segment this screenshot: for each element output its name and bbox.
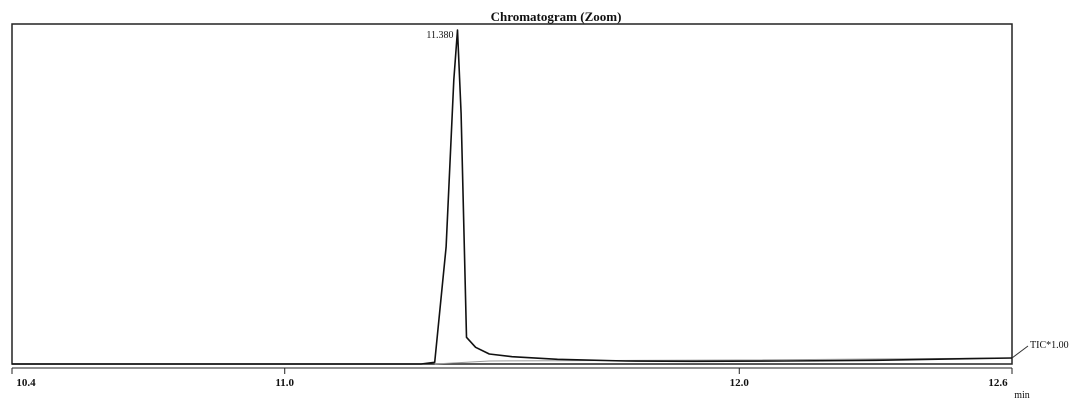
x-tick-label: 12.0 xyxy=(730,377,750,389)
x-tick-label: 12.6 xyxy=(988,377,1008,389)
x-unit-label: min xyxy=(1014,390,1030,401)
peak-retention-label: 11.380 xyxy=(426,30,453,41)
x-tick-label: 10.4 xyxy=(16,377,36,389)
series-label-leader xyxy=(1011,345,1029,359)
integration-baseline xyxy=(434,357,1013,365)
series-label-tic: TIC*1.00 xyxy=(1030,340,1069,351)
chart-title: Chromatogram (Zoom) xyxy=(491,9,622,24)
x-tick-label: 11.0 xyxy=(275,377,294,389)
plot-frame xyxy=(11,23,1013,365)
tic-trace-line xyxy=(12,29,1013,365)
